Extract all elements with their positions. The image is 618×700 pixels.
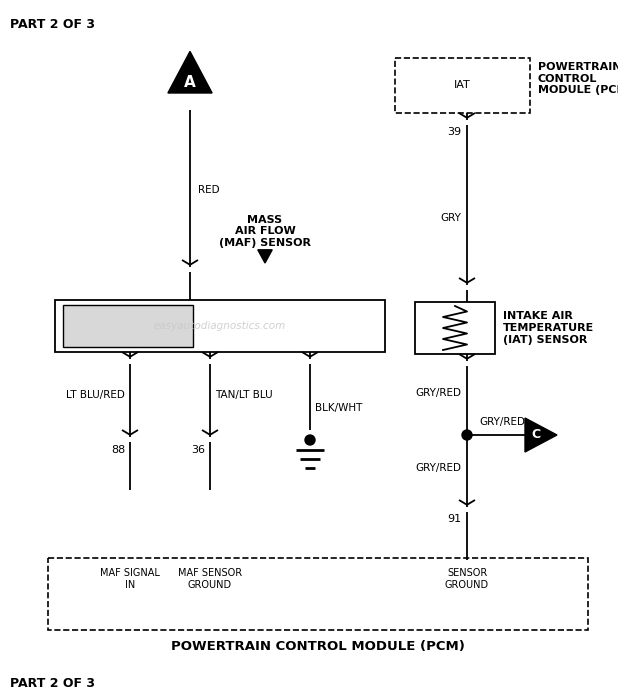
Bar	[63, 305, 193, 347]
Text: BLK/WHT: BLK/WHT	[315, 403, 362, 413]
Text: POWERTRAIN CONTROL MODULE (PCM): POWERTRAIN CONTROL MODULE (PCM)	[171, 640, 465, 653]
Text: C: C	[531, 428, 541, 442]
Text: GRY/RED: GRY/RED	[479, 417, 525, 427]
Text: SENSOR
GROUND: SENSOR GROUND	[445, 568, 489, 589]
Text: 91: 91	[447, 514, 461, 524]
Text: PART 2 OF 3: PART 2 OF 3	[10, 18, 95, 31]
Polygon shape	[258, 250, 272, 263]
Bar	[48, 558, 588, 630]
Polygon shape	[168, 51, 212, 93]
Text: MAF SENSOR
GROUND: MAF SENSOR GROUND	[178, 568, 242, 589]
Text: MASS
AIR FLOW
(MAF) SENSOR: MASS AIR FLOW (MAF) SENSOR	[219, 215, 311, 248]
Circle shape	[305, 435, 315, 445]
Text: LT BLU/RED: LT BLU/RED	[66, 390, 125, 400]
Polygon shape	[525, 418, 557, 452]
Text: IAT: IAT	[454, 80, 471, 90]
Bar	[415, 302, 495, 354]
Text: A: A	[184, 75, 196, 90]
Text: GRY/RED: GRY/RED	[415, 388, 461, 398]
Text: 88: 88	[111, 445, 125, 455]
Text: easyautodiagnostics.com: easyautodiagnostics.com	[154, 321, 286, 331]
Text: TAN/LT BLU: TAN/LT BLU	[215, 390, 273, 400]
Text: 36: 36	[191, 445, 205, 455]
Text: POWERTRAIN
CONTROL
MODULE (PCM): POWERTRAIN CONTROL MODULE (PCM)	[538, 62, 618, 95]
Text: 39: 39	[447, 127, 461, 137]
Text: INTAKE AIR
TEMPERATURE
(IAT) SENSOR: INTAKE AIR TEMPERATURE (IAT) SENSOR	[503, 312, 595, 344]
Bar	[395, 58, 530, 113]
Text: RED: RED	[198, 185, 219, 195]
Circle shape	[462, 430, 472, 440]
Text: GRY: GRY	[440, 213, 461, 223]
Bar	[55, 300, 385, 352]
Text: GRY/RED: GRY/RED	[415, 463, 461, 473]
Text: PART 2 OF 3: PART 2 OF 3	[10, 677, 95, 690]
Text: MAF SIGNAL
IN: MAF SIGNAL IN	[100, 568, 160, 589]
